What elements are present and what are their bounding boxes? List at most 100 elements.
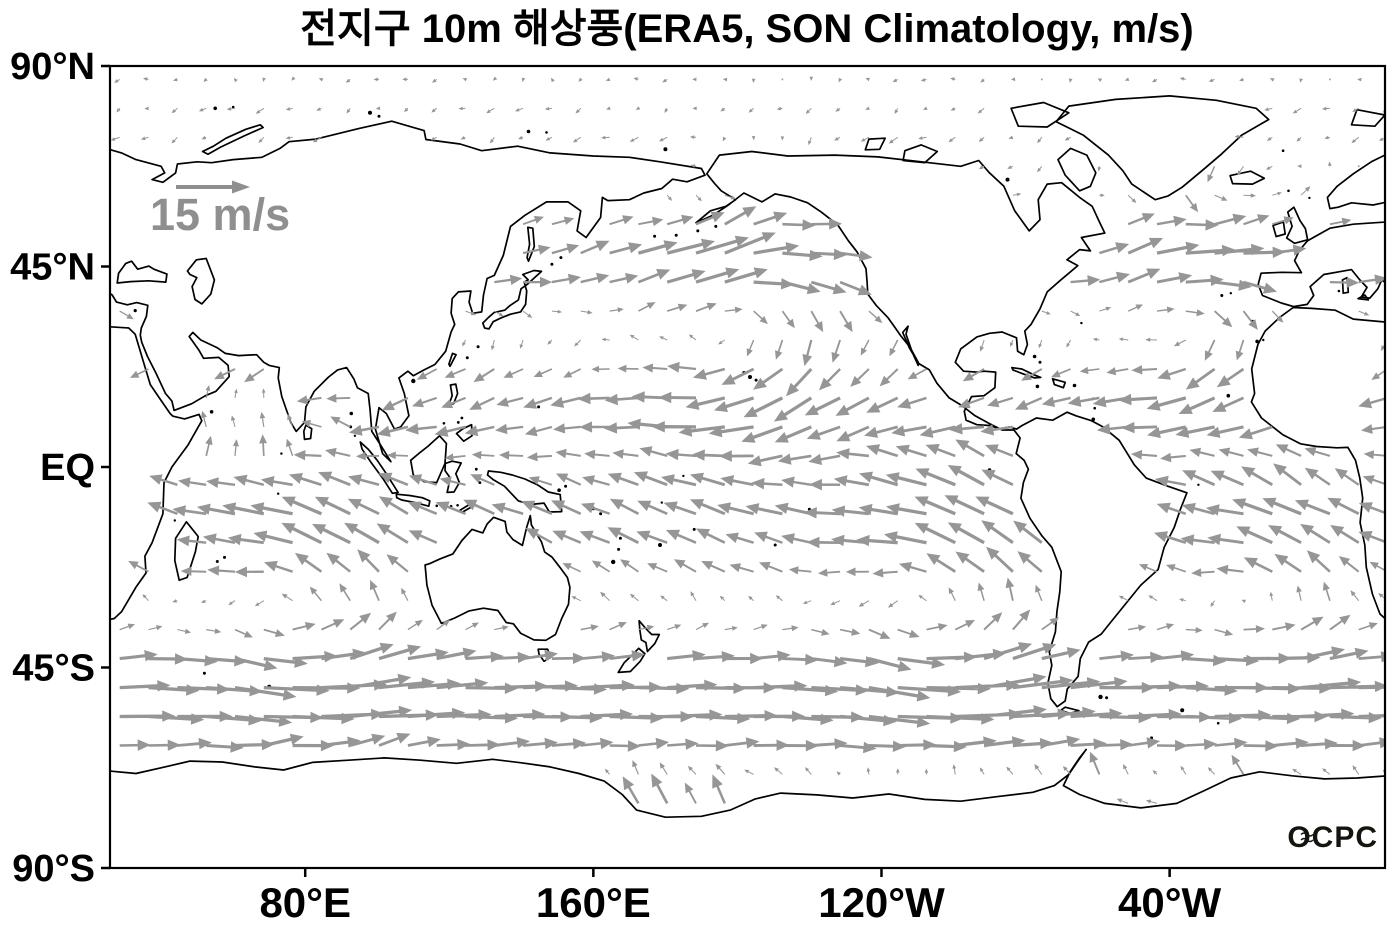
island-dot [223, 555, 226, 559]
island-dot [714, 224, 718, 228]
wind-arrow-shafts [133, 218, 1346, 775]
island-dot [377, 114, 381, 118]
island-dot [660, 501, 663, 504]
coastline-antarctica [110, 748, 1385, 819]
wind-arrow-shafts [135, 304, 1385, 636]
wind-arrow-shafts [119, 305, 1281, 631]
island-dot [280, 452, 283, 455]
wind-arrow-shafts [177, 214, 1385, 748]
axes-layer: 90°N 45°N EQ 45°S 90°S 80°E 160°E 120°W 40°W [10, 46, 1221, 926]
reference-arrow-head [232, 180, 250, 194]
x-tick-label: 80°E [259, 879, 351, 926]
coastline-nz-south-island [617, 647, 646, 674]
island-dot [1216, 721, 1220, 725]
coastline-baffin-island [1057, 147, 1097, 192]
island-dot [1093, 406, 1096, 410]
island-dot [1032, 354, 1037, 359]
island-dot [1105, 696, 1109, 700]
coastline-banks-island [864, 137, 886, 151]
y-tick-label: 90°S [12, 848, 95, 890]
island-dot [202, 671, 206, 675]
island-dot [663, 147, 668, 152]
coastline-greenland [1055, 95, 1270, 201]
island-dot [1038, 360, 1042, 364]
wave-icon [1300, 832, 1314, 837]
coastline-australia [424, 514, 571, 642]
island-dot [349, 411, 354, 416]
wind-arrow-shafts [205, 194, 1259, 634]
wind-arrow-shafts [206, 240, 1331, 749]
coastline-sulawesi [444, 460, 463, 494]
island-dot [1281, 149, 1285, 152]
coastline-great-britain [1285, 206, 1309, 245]
island-dot [658, 543, 662, 547]
wind-arrow-shafts [206, 309, 1302, 775]
island-dot [682, 474, 685, 478]
reference-arrow-legend: 15 m/s [150, 180, 290, 240]
map-frame [108, 64, 1387, 870]
wind-arrow-shafts [219, 219, 1385, 804]
island-dot [456, 504, 459, 507]
island-dot [478, 481, 482, 484]
coastlines-layer [110, 95, 1385, 819]
island-dot [442, 422, 446, 425]
island-dot [537, 405, 541, 409]
wave-icon [1300, 837, 1314, 843]
coastline-americas [695, 150, 1188, 708]
wind-arrow-shafts [181, 245, 1384, 805]
island-dot [460, 416, 464, 420]
island-dot [692, 527, 696, 531]
island-dot [465, 356, 469, 360]
coastline-ireland [1272, 221, 1287, 238]
island-dot [474, 467, 478, 471]
wind-arrow-shafts [119, 234, 1385, 748]
island-dot [564, 484, 568, 488]
coastline-hispaniola [1051, 377, 1067, 389]
island-dot [1220, 294, 1224, 297]
coastline-black-sea [116, 260, 168, 284]
wind-arrow-shafts [157, 219, 1385, 573]
island-dot [1180, 708, 1185, 713]
coastline-taiwan [448, 352, 457, 368]
island-dot [1226, 393, 1231, 398]
island-dot [1255, 339, 1259, 344]
island-dot [213, 106, 217, 111]
island-dot [1098, 694, 1103, 700]
y-tick-label: EQ [40, 447, 95, 489]
reference-arrow-label: 15 m/s [150, 189, 290, 240]
island-dot [353, 434, 357, 437]
wind-arrow-shafts [332, 367, 1385, 631]
coastline-sri-lanka [302, 424, 313, 441]
wind-arrow-shafts [119, 396, 1158, 748]
island-dot [617, 547, 621, 551]
coastline-sumatra [359, 441, 399, 495]
island-dot [550, 262, 554, 266]
coastline-africa-east [110, 325, 203, 621]
coastline-novaya-zemlya [201, 123, 264, 156]
island-dot [1197, 483, 1200, 486]
y-tick-label: 45°N [10, 247, 95, 289]
wind-arrow-shafts [119, 214, 1385, 805]
island-dot [1287, 189, 1290, 193]
island-dot [1005, 177, 1010, 182]
y-tick-label: 45°S [12, 648, 95, 690]
coastline-west-africa [1250, 306, 1385, 620]
wind-arrow-shafts [287, 166, 1216, 631]
coastline-scandinavia [1326, 154, 1385, 210]
wind-arrow-shafts [188, 217, 1360, 775]
island-dot [557, 488, 561, 493]
coastline-ellesmere-island [1010, 101, 1070, 128]
wind-arrow-shafts [148, 217, 1302, 748]
island-dot [526, 129, 531, 134]
coastline-eurasia [110, 120, 706, 463]
island-dot [773, 543, 777, 547]
island-dot [1262, 338, 1265, 342]
island-dot [133, 309, 137, 313]
island-dot [1035, 384, 1040, 389]
ocpc-logo: OCPC [1287, 821, 1377, 854]
coastline-iceland [1229, 170, 1266, 185]
island-dot [173, 519, 176, 522]
x-tick-label: 120°W [818, 879, 945, 926]
